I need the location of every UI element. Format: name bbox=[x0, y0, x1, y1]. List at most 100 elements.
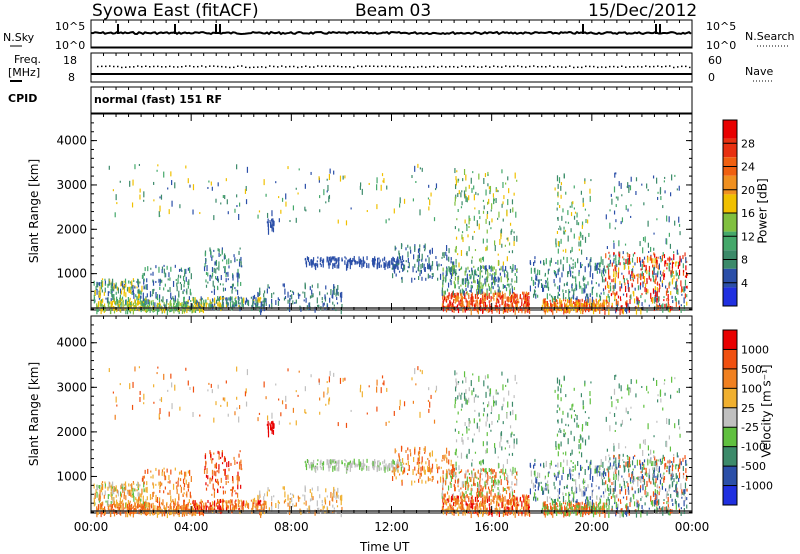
echo-cell bbox=[151, 294, 153, 297]
echo-cell bbox=[460, 284, 462, 287]
echo-cell bbox=[554, 272, 556, 275]
echo-cell bbox=[324, 308, 326, 311]
echo-cell bbox=[347, 259, 349, 265]
echo-cell bbox=[652, 288, 655, 294]
echo-cell bbox=[224, 287, 226, 291]
echo-cell bbox=[473, 270, 476, 275]
echo-cell bbox=[273, 425, 275, 430]
echo-cell bbox=[581, 221, 584, 227]
nsearch-label: N.Search bbox=[745, 30, 795, 43]
echo-cell bbox=[312, 459, 315, 464]
nave-dot bbox=[657, 65, 659, 67]
echo-cell bbox=[304, 206, 306, 211]
echo-cell bbox=[206, 467, 208, 474]
echo-cell bbox=[190, 273, 192, 280]
echo-cell bbox=[672, 262, 675, 265]
echo-cell bbox=[376, 466, 378, 473]
freq-tick-bottom: 8 bbox=[68, 71, 75, 84]
echo-cell bbox=[236, 164, 238, 170]
echo-cell bbox=[325, 285, 327, 290]
echo-cell bbox=[482, 295, 484, 300]
echo-cell bbox=[649, 256, 651, 261]
echo-cell bbox=[589, 293, 591, 298]
echo-cell bbox=[401, 479, 403, 486]
echo-cell bbox=[605, 301, 607, 305]
echo-cell bbox=[494, 290, 496, 294]
echo-cell bbox=[560, 259, 562, 265]
echo-cell bbox=[332, 493, 334, 498]
echo-cell bbox=[630, 294, 632, 300]
echo-cell bbox=[479, 216, 481, 220]
echo-cell bbox=[398, 252, 401, 259]
echo-cell bbox=[391, 273, 394, 279]
echo-cell bbox=[137, 492, 139, 497]
echo-cell bbox=[316, 507, 319, 510]
echo-cell bbox=[495, 505, 497, 508]
echo-cell bbox=[235, 492, 237, 495]
echo-cell bbox=[429, 249, 431, 255]
echo-cell bbox=[417, 451, 420, 456]
echo-cell bbox=[645, 265, 647, 272]
echo-cell bbox=[123, 288, 126, 294]
echo-cell bbox=[538, 279, 540, 285]
echo-cell bbox=[240, 459, 242, 464]
echo-cell bbox=[595, 303, 598, 308]
echo-cell bbox=[187, 267, 189, 271]
nave-dot bbox=[317, 65, 319, 67]
echo-cell bbox=[137, 502, 139, 509]
echo-cell bbox=[450, 273, 453, 280]
echo-cell bbox=[433, 217, 436, 222]
echo-cell bbox=[138, 292, 140, 298]
nave-dot bbox=[221, 65, 223, 68]
echo-cell bbox=[126, 511, 129, 518]
echo-cell bbox=[448, 270, 451, 273]
echo-cell bbox=[330, 459, 332, 465]
echo-cell bbox=[359, 185, 361, 190]
echo-cell bbox=[247, 503, 250, 510]
echo-cell bbox=[260, 511, 262, 518]
echo-cell bbox=[506, 307, 508, 312]
echo-cell bbox=[181, 302, 183, 307]
echo-cell bbox=[463, 190, 466, 197]
nave-dot bbox=[545, 66, 547, 68]
echo-cell bbox=[453, 265, 455, 271]
echo-cell bbox=[99, 489, 101, 496]
echo-cell bbox=[448, 256, 450, 262]
nave-dot bbox=[549, 65, 551, 67]
echo-cell bbox=[196, 505, 199, 510]
echo-cell bbox=[418, 252, 420, 259]
echo-cell bbox=[477, 274, 479, 277]
echo-cell bbox=[328, 256, 331, 261]
echo-cell bbox=[552, 308, 554, 315]
echo-cell bbox=[141, 285, 143, 292]
echo-cell bbox=[557, 202, 559, 206]
echo-cell bbox=[468, 295, 470, 300]
echo-cell bbox=[183, 499, 185, 503]
echo-cell bbox=[112, 300, 115, 303]
echo-cell bbox=[455, 296, 457, 303]
echo-cell bbox=[494, 494, 497, 498]
echo-cell bbox=[480, 485, 482, 492]
echo-cell bbox=[257, 499, 259, 506]
echo-cell bbox=[523, 303, 525, 308]
echo-cell bbox=[372, 258, 374, 264]
echo-cell bbox=[460, 508, 462, 512]
echo-cell bbox=[462, 278, 464, 282]
echo-cell bbox=[684, 286, 686, 292]
echo-cell bbox=[657, 256, 659, 259]
echo-cell bbox=[266, 212, 269, 218]
echo-cell bbox=[132, 278, 135, 281]
echo-cell bbox=[223, 297, 225, 300]
echo-cell bbox=[238, 453, 240, 458]
echo-cell bbox=[473, 502, 475, 505]
echo-cell bbox=[514, 280, 516, 283]
echo-cell bbox=[505, 182, 507, 185]
nave-dot bbox=[113, 65, 115, 68]
echo-cell bbox=[311, 492, 313, 498]
echo-cell bbox=[155, 265, 157, 269]
echo-cell bbox=[202, 511, 205, 517]
echo-cell bbox=[147, 299, 149, 305]
echo-cell bbox=[675, 301, 677, 307]
echo-cell bbox=[300, 509, 302, 515]
velocity-heatmap bbox=[91, 366, 692, 519]
